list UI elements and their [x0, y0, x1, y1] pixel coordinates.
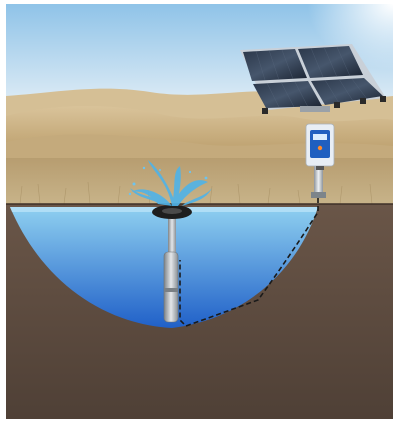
pump-controller [305, 123, 335, 170]
pump-band [164, 288, 178, 292]
water-fountain [130, 160, 212, 206]
underground-cable [179, 190, 319, 327]
pole-base [311, 192, 326, 198]
panel-mount-arm [300, 106, 330, 112]
controller-display [313, 134, 327, 140]
riser-pipe [168, 210, 176, 254]
solar-panel-array [240, 44, 386, 114]
solar-panel-1 [243, 49, 307, 81]
controller-cable-gland [316, 166, 324, 170]
controller-status-light [317, 145, 323, 151]
fountain-droplets [128, 166, 208, 196]
float-ring-hole [162, 208, 182, 214]
submersible-pump [163, 251, 179, 323]
panel-cell-lines [255, 46, 368, 108]
